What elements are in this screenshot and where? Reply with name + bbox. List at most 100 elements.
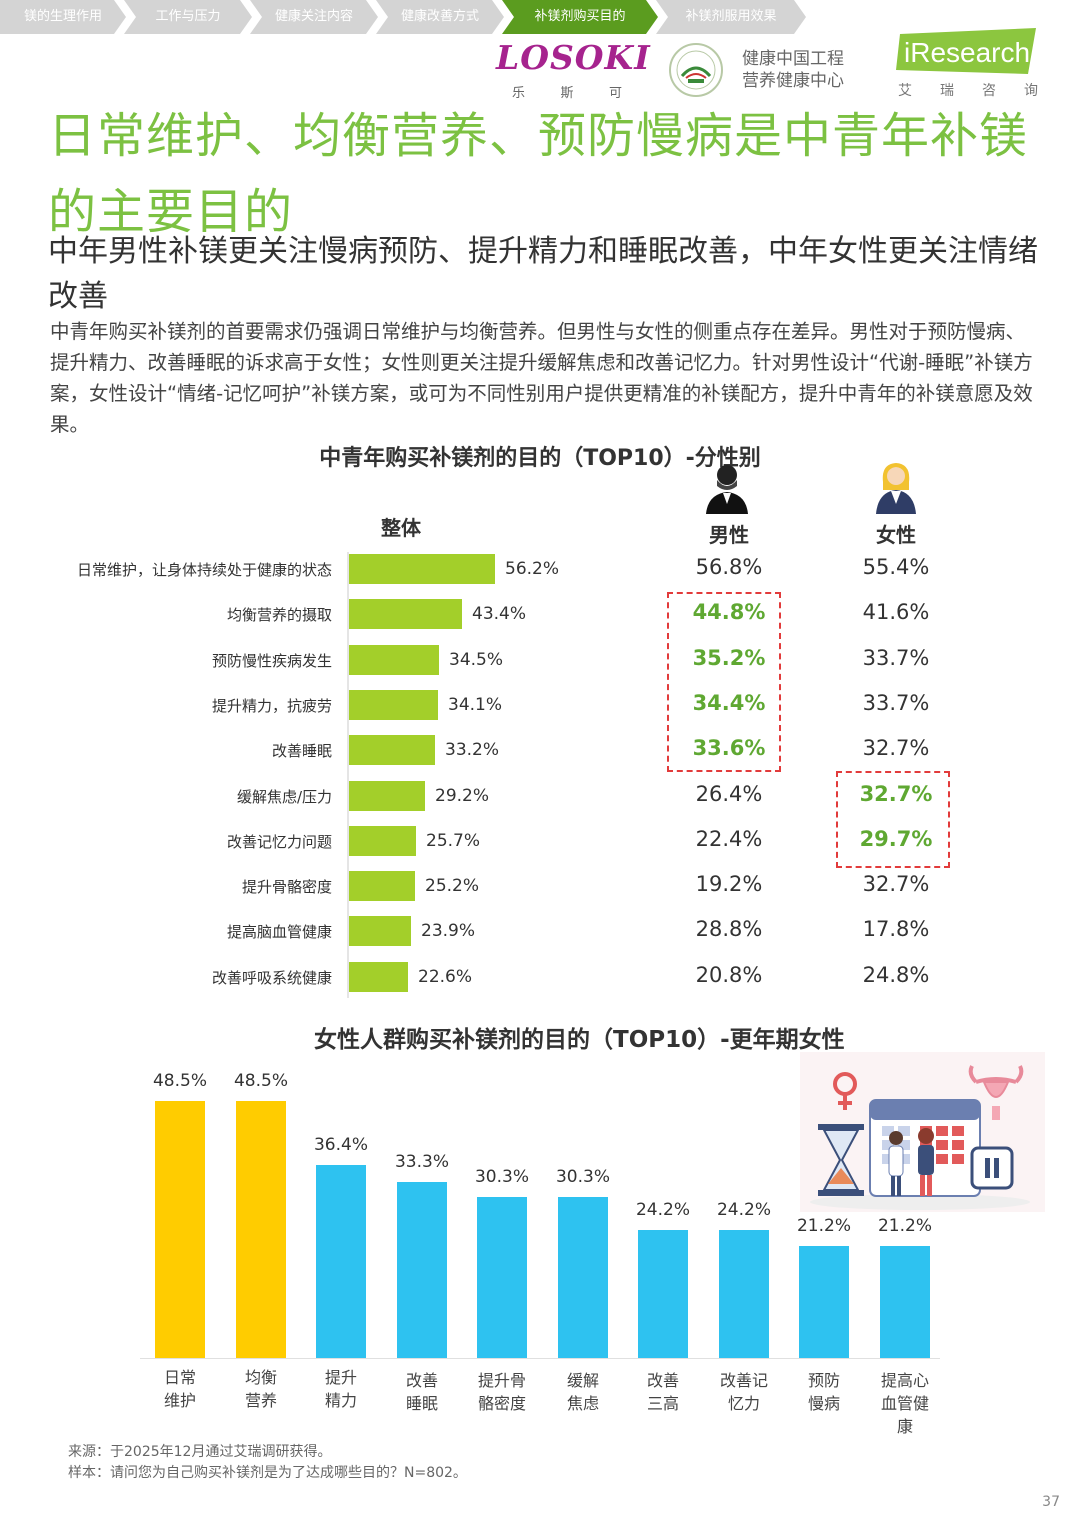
- chart1-category-label: 预防慢性疾病发生: [211, 652, 332, 670]
- chart1-male-value: 22.4%: [695, 827, 763, 851]
- chart1-bar-value: 34.1%: [448, 695, 503, 715]
- chart1-axis: [347, 552, 349, 998]
- chart2-bar-value: 30.3%: [555, 1167, 610, 1187]
- chart1-female-value: 32.7%: [862, 736, 930, 760]
- chart2-category-label: 提升 精力: [301, 1366, 381, 1412]
- chart2-category-line: 改善记: [719, 1371, 768, 1390]
- chart2-category-label: 均衡 营养: [221, 1366, 301, 1412]
- chart1-female-value: 32.7%: [859, 782, 933, 806]
- nav-tab-2[interactable]: 工作与压力: [124, 0, 252, 34]
- chart1-male-value: 56.8%: [695, 555, 763, 579]
- chart2-category-line: 提升: [324, 1368, 357, 1387]
- chart1-male-value: 26.4%: [695, 782, 763, 806]
- chart1-male-value: 35.2%: [692, 646, 766, 670]
- chart2-category-line: 改善: [405, 1371, 438, 1390]
- chart2-bar: [558, 1197, 608, 1358]
- page-title: 日常维护、均衡营养、预防慢病是中青年补镁的主要目的: [48, 108, 1029, 240]
- chart1-bar-value: 43.4%: [472, 604, 527, 624]
- chart2-category-line: 血管健: [880, 1394, 929, 1413]
- chart2-category-line: 缓解: [566, 1371, 599, 1390]
- iresearch-sub-char: 询: [1024, 83, 1038, 99]
- chart1-category-label: 改善睡眠: [271, 742, 332, 760]
- losoki-sub-char: 斯: [560, 86, 574, 101]
- chart2-category-label: 改善记 忆力: [704, 1369, 784, 1415]
- chart1-col-male: 男性: [709, 523, 749, 547]
- chart2-title: 女性人群购买补镁剂的目的（TOP10）-更年期女性: [314, 1027, 845, 1053]
- cn-logo-line1: 健康中国工程: [742, 49, 844, 69]
- iresearch-sub-char: 咨: [982, 83, 996, 99]
- chart1-bar: [349, 781, 425, 811]
- chart2-category-line: 维护: [163, 1391, 196, 1410]
- chart1-bar-value: 29.2%: [435, 786, 490, 806]
- male-highlight-box: [667, 592, 781, 772]
- chart2-category-line: 均衡: [244, 1368, 277, 1387]
- chart1-male-value: 19.2%: [695, 872, 763, 896]
- intro-paragraph: 中青年购买补镁剂的首要需求仍强调日常维护与均衡营养。但男性与女性的侧重点存在差异…: [50, 320, 1033, 436]
- chart1-bar: [349, 826, 416, 856]
- chart2-baseline: [140, 1358, 940, 1359]
- nutrition-center-logo-text: 健康中国工程 营养健康中心: [742, 48, 844, 92]
- iresearch-sub-char: 艾: [898, 83, 912, 99]
- chart2-bar: [236, 1101, 286, 1358]
- female-highlight-box: [836, 771, 950, 868]
- chart2-bar-value: 48.5%: [233, 1071, 288, 1091]
- nav-tab-6[interactable]: 补镁剂服用效果: [656, 0, 806, 34]
- chart2-bar-value: 36.4%: [313, 1135, 368, 1155]
- source-line: 来源：于2025年12月通过艾瑞调研获得。: [68, 1444, 332, 1460]
- chart2-category-line: 骼密度: [477, 1394, 526, 1413]
- chart1-bar: [349, 735, 435, 765]
- chart1-bar-value: 25.2%: [425, 876, 480, 896]
- losoki-sub-char: 乐: [512, 86, 526, 101]
- iresearch-subtitle: 艾 瑞 咨 询: [898, 80, 1038, 100]
- chart1-col-female: 女性: [876, 523, 916, 547]
- chart2-bar: [477, 1197, 527, 1358]
- chart1-category-label: 改善呼吸系统健康: [211, 969, 332, 987]
- man-icon: [706, 465, 748, 514]
- iresearch-sub-char: 瑞: [940, 83, 954, 99]
- chart1-category-label: 提升精力，抗疲劳: [211, 697, 332, 715]
- menopause-illustration-icon: [800, 1052, 1045, 1212]
- chart1-category-label: 提高脑血管健康: [226, 923, 332, 941]
- chart1-bar-value: 33.2%: [445, 740, 500, 760]
- chart1-bar: [349, 645, 439, 675]
- chart2-category-line: 改善: [646, 1371, 679, 1390]
- chart1-bar: [349, 554, 495, 584]
- chart2-category-line: 康: [896, 1417, 913, 1436]
- chart1-category-label: 缓解焦虑/压力: [236, 788, 332, 806]
- chart1-bar-value: 34.5%: [449, 650, 504, 670]
- chart2-category-label: 预防 慢病: [784, 1369, 864, 1415]
- chart1-bar-value: 23.9%: [421, 921, 476, 941]
- sample-line: 样本：请问您为自己购买补镁剂是为了达成哪些目的？N=802。: [68, 1465, 467, 1481]
- chart1-category-label: 均衡营养的摄取: [226, 606, 332, 624]
- chart2-category-label: 改善 三高: [623, 1369, 703, 1415]
- page-subtitle: 中年男性补镁更关注慢病预防、提升精力和睡眠改善，中年女性更关注情绪改善: [48, 234, 1038, 314]
- cn-logo-line2: 营养健康中心: [742, 71, 844, 91]
- chart1-female-value: 55.4%: [862, 555, 930, 579]
- nav-tab-5-active[interactable]: 补镁剂购买目的: [502, 0, 658, 34]
- nav-tab-4[interactable]: 健康改善方式: [376, 0, 504, 34]
- iresearch-logo-text: iResearch: [904, 37, 1030, 68]
- losoki-sub-char: 可: [608, 86, 622, 101]
- losoki-logo: LOSOKI: [496, 38, 651, 77]
- chart2-bar-value: 33.3%: [394, 1152, 449, 1172]
- chart1-female-value: 32.7%: [862, 872, 930, 896]
- chart2-bar: [880, 1246, 930, 1358]
- chart2-bar: [316, 1165, 366, 1358]
- chart2-category-line: 预防: [807, 1371, 840, 1390]
- chart1-bar-value: 56.2%: [505, 559, 560, 579]
- chart2-category-line: 提高心: [880, 1371, 929, 1390]
- section-nav: 镁的生理作用 工作与压力 健康关注内容 健康改善方式 补镁剂购买目的 补镁剂服用…: [0, 0, 810, 34]
- chart2-category-label: 改善 睡眠: [382, 1369, 462, 1415]
- iresearch-logo: iResearch: [896, 28, 1036, 74]
- chart2-bar-value: 21.2%: [796, 1216, 851, 1236]
- chart2-category-line: 提升骨: [477, 1371, 526, 1390]
- nutrition-center-seal-icon: [669, 43, 723, 97]
- chart2-category-label: 日常 维护: [140, 1366, 220, 1412]
- nav-tab-1[interactable]: 镁的生理作用: [0, 0, 126, 34]
- nav-tab-3[interactable]: 健康关注内容: [250, 0, 378, 34]
- chart2-bar-value: 24.2%: [716, 1200, 771, 1220]
- chart2-bar: [799, 1246, 849, 1358]
- chart1-col-overall: 整体: [381, 516, 421, 540]
- chart1-category-label: 提升骨骼密度: [241, 878, 332, 896]
- chart1-bar: [349, 962, 408, 992]
